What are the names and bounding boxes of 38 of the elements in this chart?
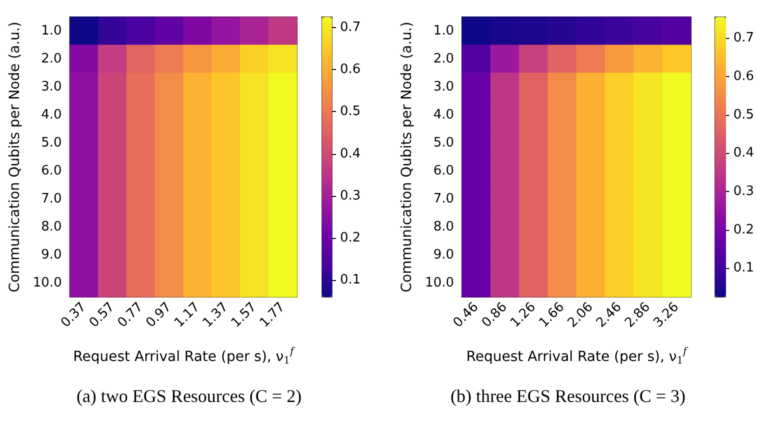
color-bar-label: 0.4 [340,146,361,162]
y-tick-label: 1.0 [433,24,454,38]
color-bar-label: 0.1 [733,260,754,276]
y-tick-label: 5.0 [41,136,62,150]
y-tick-label: 8.0 [433,220,454,234]
y-tick-label: 5.0 [433,136,454,150]
y-tick-label: 3.0 [433,80,454,94]
color-bar-label: 0.3 [733,184,754,200]
y-tick-label: 2.0 [41,52,62,66]
color-bar-label: 0.3 [340,188,361,204]
y-tick-label: 3.0 [41,80,62,94]
y-tick-label: 4.0 [433,108,454,122]
y-tick-label: 6.0 [433,164,454,178]
text: (b) three EGS Resources (C = 3) [450,386,686,406]
y-tick-label: 1.0 [41,24,62,38]
text: (a) two EGS Resources (C = 2) [76,386,302,406]
color-bar-label: 0.7 [733,30,754,46]
color-bar-label: 0.6 [733,68,754,84]
y-axis-title: Communication Qubits per Node (a.u.) [399,22,416,292]
y-tick-label: 8.0 [41,220,62,234]
y-axis-title: Communication Qubits per Node (a.u.) [7,22,23,292]
y-tick-label: 9.0 [433,248,454,262]
color-bar-label: 0.4 [733,146,754,161]
y-tick-label: 7.0 [433,192,454,206]
color-bar-label: 0.5 [340,104,361,120]
y-tick-label: 2.0 [433,52,454,66]
y-tick-label: 9.0 [41,248,62,262]
y-tick-label: 4.0 [41,108,62,122]
y-tick-label: 6.0 [41,164,62,178]
color-bar-label: 0.2 [340,230,361,246]
y-tick-label: 10.0 [32,276,62,290]
y-tick-label: 10.0 [425,276,454,290]
color-bar-label: 0.5 [733,107,754,122]
color-bar-label: 0.6 [340,62,361,78]
color-bar-label: 0.2 [733,222,754,238]
color-bar-label: 0.1 [340,272,361,288]
y-tick-label: 7.0 [41,192,62,206]
color-bar-label: 0.7 [340,20,361,36]
